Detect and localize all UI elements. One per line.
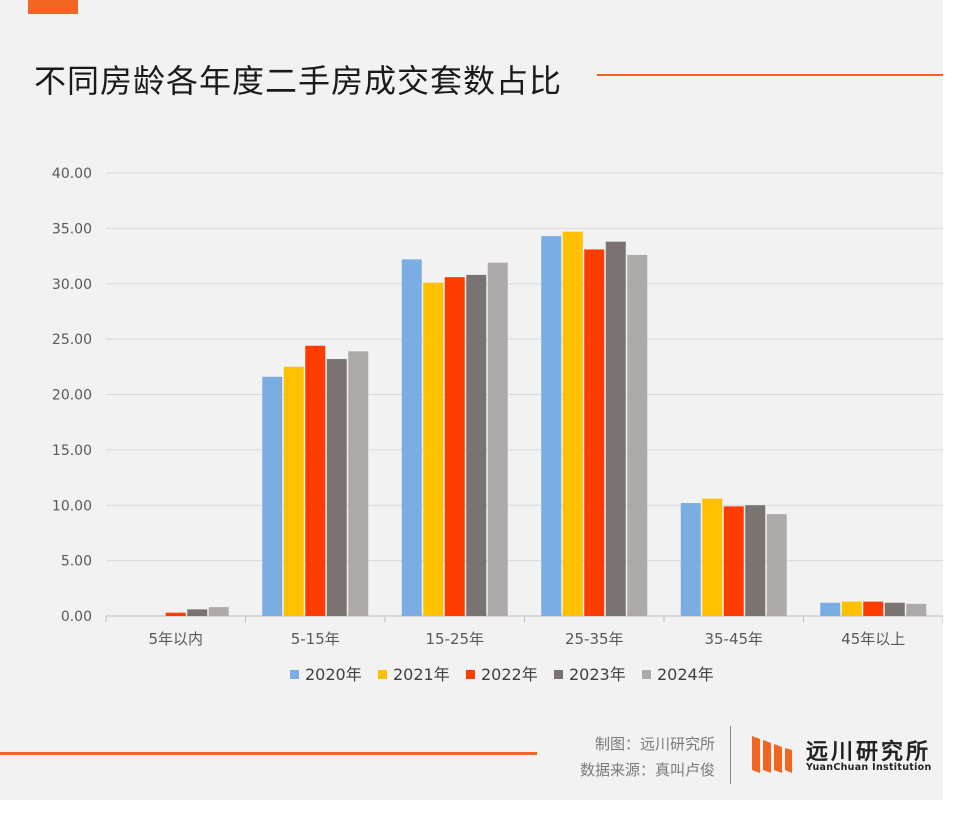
x-category-label: 35-45年	[704, 630, 763, 648]
credit-maker: 制图：远川研究所	[594, 735, 715, 753]
footer-divider	[730, 726, 731, 784]
legend-swatch	[378, 670, 387, 679]
top-accent-tab	[28, 0, 78, 14]
legend-label: 2021年	[393, 665, 450, 684]
bar-2024年-35-45年	[766, 514, 787, 616]
logo-wordmark-cn: 远川研究所	[806, 740, 932, 765]
bar-2023年-25-35年	[605, 241, 626, 617]
y-tick-label: 0.00	[61, 609, 92, 625]
bar-2021年-15-25年	[423, 282, 444, 616]
bar-2021年-5-15年	[283, 366, 304, 616]
legend-swatch	[642, 670, 651, 679]
legend-label: 2020年	[305, 665, 362, 684]
footer-accent-rule	[0, 752, 537, 755]
bar-2022年-45年以上	[863, 601, 884, 616]
bar-2024年-5-15年	[348, 351, 369, 616]
bar-2021年-45年以上	[841, 601, 862, 616]
bar-2020年-25-35年	[541, 236, 562, 616]
yuanchuan-logo-icon	[752, 736, 792, 773]
x-category-label: 45年以上	[841, 630, 905, 648]
bar-2020年-15-25年	[401, 259, 422, 616]
bar-2020年-45年以上	[820, 602, 841, 616]
y-tick-label: 20.00	[52, 388, 92, 404]
bar-2020年-5-15年	[262, 376, 283, 616]
right-margin	[943, 0, 960, 820]
legend-label: 2024年	[657, 665, 714, 684]
bar-2024年-25-35年	[627, 254, 648, 616]
bar-2023年-15-25年	[466, 274, 487, 616]
bar-2023年-5年以内	[187, 609, 208, 616]
title-accent-rule	[597, 74, 943, 76]
bar-2023年-45年以上	[884, 602, 905, 616]
bar-2024年-15-25年	[487, 262, 508, 616]
logo-wordmark-en: YuanChuan Institution	[806, 762, 932, 773]
y-tick-label: 5.00	[61, 554, 92, 570]
bar-2022年-35-45年	[723, 506, 744, 616]
x-category-label: 5-15年	[291, 630, 340, 648]
chart-title: 不同房龄各年度二手房成交套数占比	[34, 62, 563, 100]
y-tick-label: 40.00	[52, 166, 92, 182]
legend-swatch	[466, 670, 475, 679]
bar-2023年-35-45年	[745, 505, 766, 616]
bar-2022年-15-25年	[444, 277, 465, 616]
legend-label: 2022年	[481, 665, 538, 684]
x-category-label: 15-25年	[425, 630, 484, 648]
credit-source: 数据来源：真叫卢俊	[579, 761, 715, 779]
bar-2020年-35-45年	[680, 503, 701, 616]
bottom-margin	[0, 800, 960, 820]
bar-2022年-25-35年	[584, 249, 605, 617]
y-tick-label: 25.00	[52, 332, 92, 348]
x-category-label: 5年以内	[148, 630, 203, 648]
bar-2023年-5-15年	[326, 359, 347, 616]
bar-2024年-45年以上	[906, 603, 927, 616]
y-tick-label: 35.00	[52, 221, 92, 237]
bar-2022年-5年以内	[165, 612, 186, 616]
legend-swatch	[554, 670, 563, 679]
bar-2024年-5年以内	[208, 607, 229, 616]
x-category-label: 25-35年	[565, 630, 624, 648]
y-tick-label: 15.00	[52, 443, 92, 459]
legend-swatch	[290, 670, 299, 679]
legend-label: 2023年	[569, 665, 626, 684]
bar-2021年-25-35年	[562, 231, 583, 616]
y-tick-label: 10.00	[52, 498, 92, 514]
bar-2021年-35-45年	[702, 498, 723, 616]
y-tick-label: 30.00	[52, 277, 92, 293]
bar-2022年-5-15年	[305, 345, 326, 616]
